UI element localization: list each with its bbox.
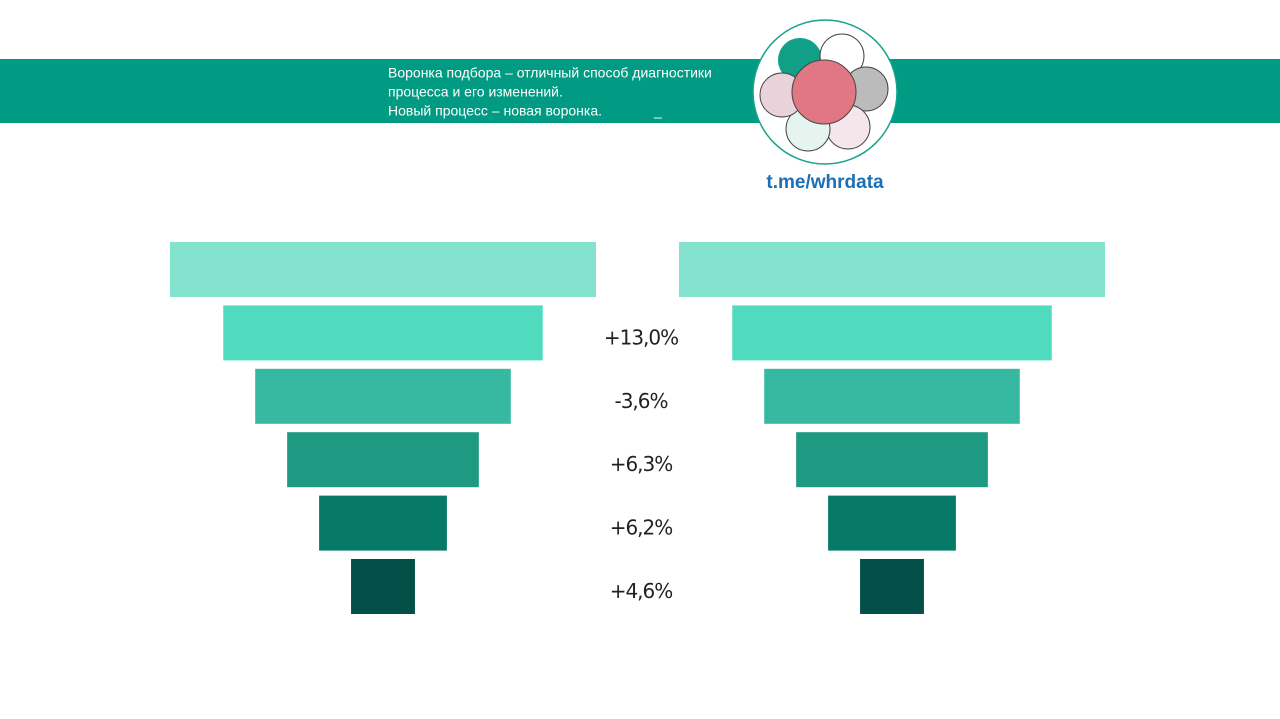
header-line: Новый процесс – новая воронка. <box>388 103 602 119</box>
funnel-bar <box>679 242 1105 297</box>
funnel-bar <box>764 368 1020 424</box>
funnel-bar <box>796 432 988 488</box>
change-label: +13,0% <box>604 325 678 349</box>
header-line: Воронка подбора – отличный способ диагно… <box>388 65 712 81</box>
funnel-bar <box>223 305 543 361</box>
logo <box>752 19 898 165</box>
funnel-bar <box>351 559 415 614</box>
change-label: +6,3% <box>610 452 673 476</box>
change-label: +4,6% <box>610 579 673 603</box>
funnel-bar <box>828 495 956 551</box>
funnel-bar <box>170 242 596 297</box>
funnel-bar <box>860 559 924 614</box>
header-line: процесса и его изменений. <box>388 84 563 100</box>
funnel-bar <box>255 368 511 424</box>
channel-link[interactable]: t.me/whrdata <box>766 172 884 193</box>
change-label: -3,6% <box>614 389 667 413</box>
funnel-bar <box>287 432 479 488</box>
funnel-bar <box>732 305 1052 361</box>
header-mark: _ <box>653 103 662 119</box>
header-band <box>0 59 1280 123</box>
funnel-bar <box>319 495 447 551</box>
change-label: +6,2% <box>610 516 673 540</box>
